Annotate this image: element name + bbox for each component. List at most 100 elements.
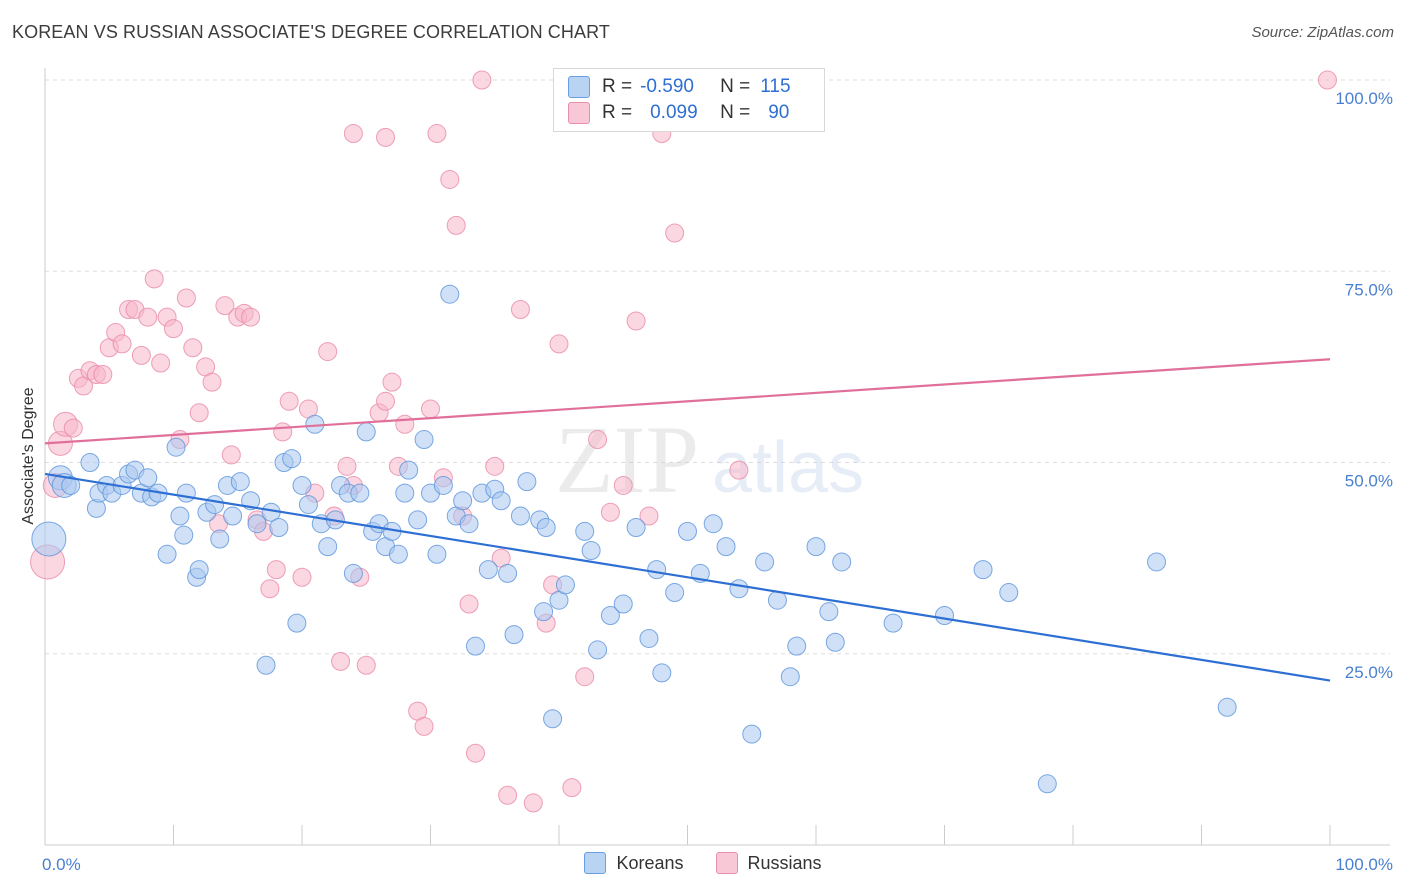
data-point bbox=[832, 552, 852, 572]
data-point bbox=[729, 460, 749, 480]
legend-n-label: N = bbox=[720, 76, 751, 97]
data-point bbox=[729, 579, 749, 599]
data-point bbox=[399, 460, 419, 480]
data-point bbox=[292, 567, 312, 587]
korean-points bbox=[31, 284, 1237, 794]
data-point bbox=[266, 560, 286, 580]
data-point bbox=[189, 560, 209, 580]
legend-item-koreans[interactable]: Koreans bbox=[584, 852, 684, 874]
data-point bbox=[498, 563, 518, 583]
data-point bbox=[230, 472, 250, 492]
data-point bbox=[151, 353, 171, 373]
data-point bbox=[343, 124, 363, 144]
data-point bbox=[80, 453, 100, 472]
legend-koreans-label: Koreans bbox=[616, 852, 684, 873]
data-point bbox=[223, 506, 243, 526]
data-point bbox=[549, 334, 569, 354]
data-point bbox=[600, 606, 620, 625]
data-point bbox=[93, 365, 113, 385]
data-point bbox=[665, 583, 685, 603]
legend-r-value: 0.099 bbox=[650, 102, 698, 123]
data-point bbox=[189, 403, 209, 423]
data-point bbox=[202, 372, 222, 392]
data-point bbox=[665, 223, 685, 243]
legend-r-value: -0.590 bbox=[640, 76, 694, 97]
data-point bbox=[337, 456, 357, 476]
data-point bbox=[1217, 697, 1237, 717]
data-point bbox=[446, 215, 466, 235]
data-point bbox=[63, 418, 83, 438]
data-point bbox=[388, 544, 408, 564]
data-point bbox=[510, 506, 530, 526]
data-point bbox=[562, 778, 582, 798]
data-point bbox=[935, 606, 954, 625]
data-point bbox=[517, 472, 537, 492]
data-point bbox=[395, 414, 415, 434]
data-point bbox=[292, 475, 312, 495]
data-point bbox=[575, 521, 595, 541]
data-point bbox=[170, 506, 190, 526]
legend-row-russians: R = 0.099 N = 90 bbox=[568, 100, 789, 126]
data-point bbox=[221, 445, 241, 465]
korean-trend-line bbox=[44, 472, 1331, 682]
data-point bbox=[498, 785, 518, 805]
data-point bbox=[157, 544, 177, 564]
data-point bbox=[575, 667, 595, 687]
russian-trend-line bbox=[44, 358, 1331, 445]
data-point bbox=[523, 793, 543, 813]
data-point bbox=[613, 594, 633, 614]
data-point bbox=[678, 521, 697, 541]
data-point bbox=[138, 468, 158, 488]
y-tick-label: 25.0% bbox=[1345, 663, 1393, 682]
data-point bbox=[356, 422, 376, 442]
legend-r-label: R = bbox=[602, 102, 633, 123]
legend-n-label: N = bbox=[720, 102, 751, 123]
data-point bbox=[433, 475, 453, 495]
data-point bbox=[318, 342, 338, 362]
data-point bbox=[414, 430, 434, 450]
data-point bbox=[1317, 70, 1337, 90]
legend-r-label: R = bbox=[602, 76, 633, 97]
data-point bbox=[534, 602, 554, 622]
data-point bbox=[581, 540, 601, 560]
data-point bbox=[626, 518, 646, 538]
data-point bbox=[164, 319, 183, 339]
legend-item-russians[interactable]: Russians bbox=[715, 852, 822, 874]
data-point bbox=[166, 437, 186, 457]
data-point bbox=[652, 663, 672, 683]
data-point bbox=[767, 590, 787, 610]
data-point bbox=[427, 544, 447, 564]
legend-russians-label: Russians bbox=[747, 852, 822, 873]
x-tick-label: 0.0% bbox=[42, 855, 81, 874]
data-point bbox=[787, 636, 807, 656]
data-point bbox=[31, 521, 67, 557]
gridlines bbox=[45, 79, 1390, 655]
y-tick-label: 75.0% bbox=[1345, 280, 1393, 299]
data-point bbox=[112, 334, 132, 354]
data-point bbox=[780, 667, 800, 687]
legend-row-koreans: R = -0.590 N = 115 bbox=[568, 74, 791, 100]
data-point bbox=[174, 525, 194, 545]
y-tick-label: 100.0% bbox=[1335, 89, 1393, 108]
data-point bbox=[478, 560, 498, 580]
data-point bbox=[414, 716, 434, 736]
y-axis-label: Associate's Degree bbox=[20, 387, 37, 524]
series-legend: Koreans Russians bbox=[0, 852, 1406, 874]
data-point bbox=[465, 636, 485, 656]
data-point bbox=[639, 628, 659, 648]
korean-swatch bbox=[568, 76, 590, 98]
data-point bbox=[510, 300, 530, 319]
korean-legend-swatch bbox=[584, 852, 607, 874]
chart-title: KOREAN VS RUSSIAN ASSOCIATE'S DEGREE COR… bbox=[12, 22, 610, 42]
correlation-legend: R = -0.590 N = 115 R = 0.099 N = 90 bbox=[553, 68, 825, 132]
data-point bbox=[999, 583, 1019, 603]
data-point bbox=[504, 625, 524, 645]
data-point bbox=[755, 552, 775, 572]
data-point bbox=[331, 651, 351, 671]
data-point bbox=[408, 510, 428, 530]
data-point bbox=[210, 529, 230, 549]
data-point bbox=[440, 284, 460, 304]
data-point bbox=[350, 483, 370, 503]
data-point bbox=[703, 514, 723, 534]
data-point bbox=[626, 311, 646, 331]
